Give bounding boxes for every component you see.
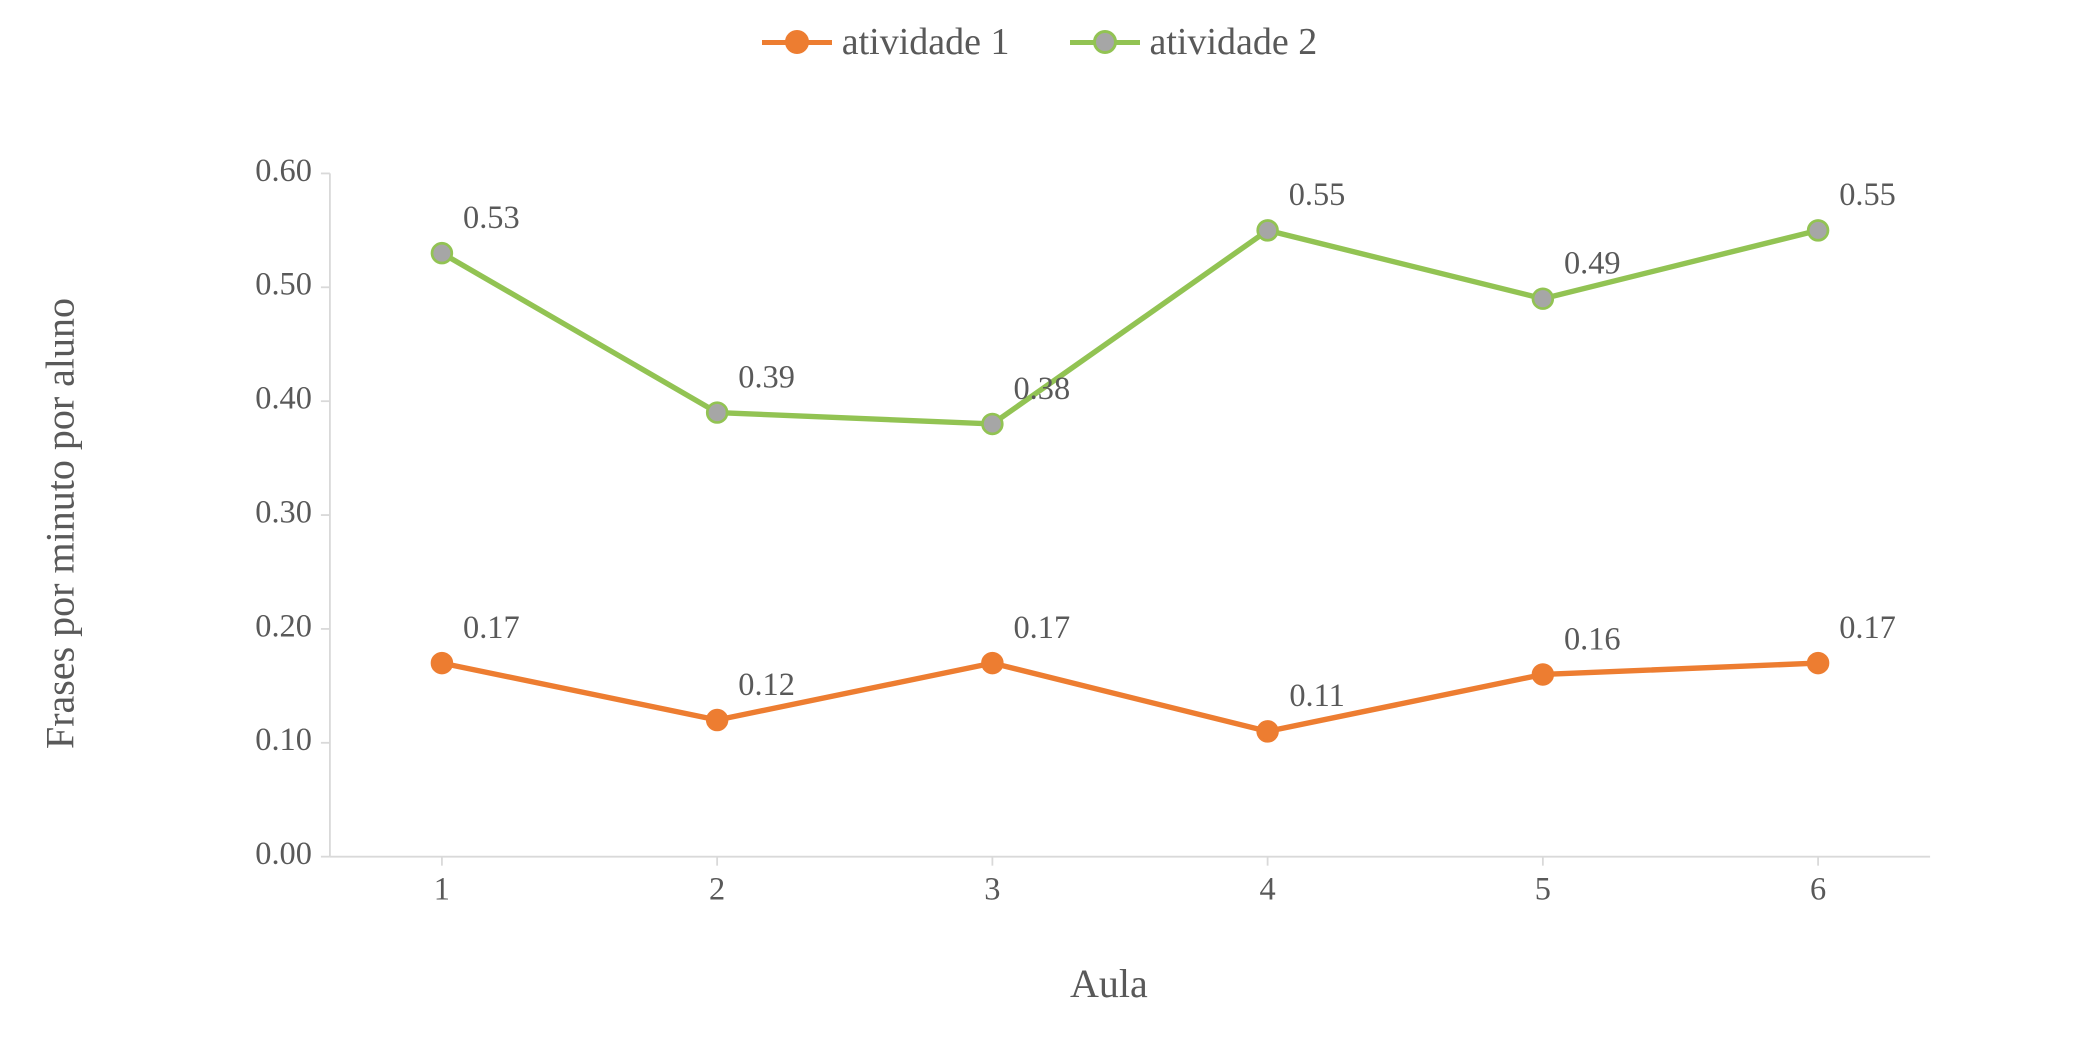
svg-text:0.50: 0.50	[255, 266, 312, 302]
svg-text:3: 3	[984, 871, 1000, 907]
svg-text:0.00: 0.00	[255, 835, 312, 871]
svg-text:0.17: 0.17	[463, 609, 520, 645]
legend-item-1: atividade 1	[762, 20, 1010, 64]
svg-text:0.55: 0.55	[1839, 176, 1896, 212]
svg-text:5: 5	[1535, 871, 1551, 907]
svg-text:0.38: 0.38	[1014, 370, 1071, 406]
svg-text:6: 6	[1810, 871, 1826, 907]
svg-text:0.20: 0.20	[255, 607, 312, 643]
svg-text:0.39: 0.39	[738, 358, 795, 394]
legend-label-1: atividade 1	[842, 20, 1010, 64]
legend: atividade 1 atividade 2	[0, 20, 2079, 64]
svg-text:0.30: 0.30	[255, 493, 312, 529]
svg-text:0.10: 0.10	[255, 721, 312, 757]
svg-text:0.12: 0.12	[738, 666, 795, 702]
svg-text:0.17: 0.17	[1014, 609, 1071, 645]
chart-container: atividade 1 atividade 2 Frases por minut…	[0, 0, 2079, 1053]
svg-text:0.40: 0.40	[255, 380, 312, 416]
svg-text:0.11: 0.11	[1289, 677, 1344, 713]
plot-area: 0.000.100.200.300.400.500.601234560.170.…	[240, 120, 2020, 880]
svg-text:0.17: 0.17	[1839, 609, 1896, 645]
legend-item-2: atividade 2	[1070, 20, 1318, 64]
legend-swatch-2	[1070, 40, 1140, 45]
circle-marker-icon	[1093, 30, 1117, 54]
svg-text:1: 1	[434, 871, 450, 907]
svg-text:0.60: 0.60	[255, 152, 312, 188]
circle-marker-icon	[785, 30, 809, 54]
legend-label-2: atividade 2	[1150, 20, 1318, 64]
svg-text:4: 4	[1260, 871, 1276, 907]
y-axis-title: Frases por minuto por aluno	[37, 298, 84, 749]
svg-text:0.55: 0.55	[1289, 176, 1346, 212]
svg-text:2: 2	[709, 871, 725, 907]
chart-svg: 0.00 0.10 0.20 0.30 0.40 0.50 0.60 1 2 3 4 5 6 0.17 0.…	[240, 120, 2020, 1000]
svg-text:0.53: 0.53	[463, 199, 520, 235]
svg-text:0.49: 0.49	[1564, 245, 1621, 281]
svg-text:0.16: 0.16	[1564, 620, 1621, 656]
legend-swatch-1	[762, 40, 832, 45]
